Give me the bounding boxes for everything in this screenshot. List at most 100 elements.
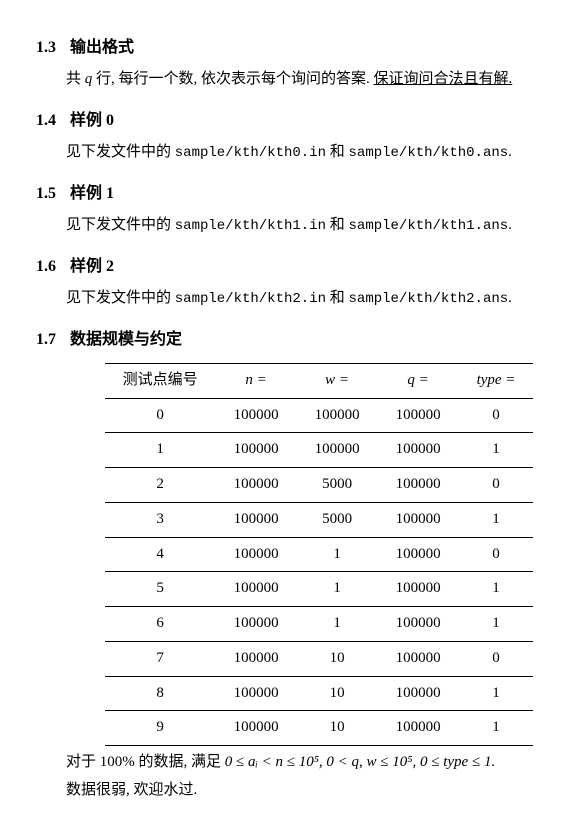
section-1-3-heading: 1.3输出格式 <box>36 36 566 59</box>
table-cell: 1 <box>459 711 534 746</box>
table-cell: 5000 <box>297 468 378 503</box>
table-cell: 0 <box>105 398 216 433</box>
table-cell: 10 <box>297 676 378 711</box>
table-cell: 100000 <box>378 537 459 572</box>
table-cell: 1 <box>459 502 534 537</box>
table-cell: 100000 <box>378 433 459 468</box>
table-cell: 0 <box>459 398 534 433</box>
sample1-in: sample/kth/kth1.in <box>175 218 326 234</box>
section-1-6-heading: 1.6 样例 2 <box>36 255 566 278</box>
sample1-and: 和 <box>326 217 349 233</box>
table-cell: 1 <box>459 607 534 642</box>
table-row: 310000050001000001 <box>105 502 534 537</box>
th-q: q = <box>378 363 459 398</box>
table-cell: 8 <box>105 676 216 711</box>
table-cell: 2 <box>105 468 216 503</box>
table-cell: 100000 <box>216 641 297 676</box>
table-cell: 1 <box>105 433 216 468</box>
sectitle-1-6: 样例 2 <box>70 258 114 275</box>
table-cell: 10 <box>297 711 378 746</box>
table-cell: 100000 <box>216 502 297 537</box>
table-cell: 100000 <box>378 641 459 676</box>
table-cell: 1 <box>459 433 534 468</box>
table-cell: 100000 <box>378 711 459 746</box>
secnum-1-3: 1.3 <box>36 39 56 56</box>
sectitle-1-7: 数据规模与约定 <box>70 331 182 348</box>
table-cell: 100000 <box>216 572 297 607</box>
table-cell: 100000 <box>216 433 297 468</box>
sample0-period: . <box>508 144 512 160</box>
table-cell: 5000 <box>297 502 378 537</box>
table-cell: 100000 <box>378 398 459 433</box>
table-row: 410000011000000 <box>105 537 534 572</box>
sample1-period: . <box>508 217 512 233</box>
table-cell: 100000 <box>216 398 297 433</box>
sample0-ans: sample/kth/kth0.ans <box>349 145 509 161</box>
th-type: type = <box>459 363 534 398</box>
constraints-line1-math: 0 ≤ aᵢ < n ≤ 10⁵, 0 < q, w ≤ 10⁵, 0 ≤ ty… <box>225 754 495 770</box>
sample2-in: sample/kth/kth2.in <box>175 291 326 307</box>
sample1-paragraph: 见下发文件中的 sample/kth/kth1.in 和 sample/kth/… <box>36 215 566 237</box>
th-n: n = <box>216 363 297 398</box>
sample0-in: sample/kth/kth0.in <box>175 145 326 161</box>
table-row: 210000050001000000 <box>105 468 534 503</box>
secnum-1-5: 1.5 <box>36 185 56 202</box>
table-row: 7100000101000000 <box>105 641 534 676</box>
table-cell: 0 <box>459 468 534 503</box>
table-cell: 0 <box>459 641 534 676</box>
table-cell: 100000 <box>216 537 297 572</box>
table-cell: 100000 <box>297 398 378 433</box>
table-cell: 7 <box>105 641 216 676</box>
table-cell: 0 <box>459 537 534 572</box>
table-cell: 1 <box>459 572 534 607</box>
table-cell: 100000 <box>378 607 459 642</box>
table-cell: 5 <box>105 572 216 607</box>
table-cell: 1 <box>297 572 378 607</box>
table-cell: 100000 <box>378 502 459 537</box>
sectitle-1-5: 样例 1 <box>70 185 114 202</box>
output-pre: 共 <box>66 71 85 87</box>
secnum-1-7: 1.7 <box>36 331 56 348</box>
th-w: w = <box>297 363 378 398</box>
table-cell: 100000 <box>216 711 297 746</box>
th-testid: 测试点编号 <box>105 363 216 398</box>
table-cell: 100000 <box>297 433 378 468</box>
sample2-prefix: 见下发文件中的 <box>66 290 175 306</box>
table-cell: 3 <box>105 502 216 537</box>
table-cell: 100000 <box>216 676 297 711</box>
sectitle-1-4: 样例 0 <box>70 112 114 129</box>
section-1-4-heading: 1.4 样例 0 <box>36 109 566 132</box>
output-format-paragraph: 共 q 行, 每行一个数, 依次表示每个询问的答案. 保证询问合法且有解. <box>36 69 566 91</box>
constraints-table: 测试点编号 n = w = q = type = 010000010000010… <box>105 363 534 746</box>
sample0-prefix: 见下发文件中的 <box>66 144 175 160</box>
table-cell: 100000 <box>216 468 297 503</box>
sample0-and: 和 <box>326 144 349 160</box>
table-row: 610000011000001 <box>105 607 534 642</box>
table-cell: 100000 <box>378 572 459 607</box>
table-row: 01000001000001000000 <box>105 398 534 433</box>
table-row: 8100000101000001 <box>105 676 534 711</box>
table-cell: 9 <box>105 711 216 746</box>
sample2-period: . <box>508 290 512 306</box>
output-mid: 行, 每行一个数, 依次表示每个询问的答案. <box>92 71 373 87</box>
sample1-prefix: 见下发文件中的 <box>66 217 175 233</box>
section-1-7-heading: 1.7 数据规模与约定 <box>36 328 566 351</box>
table-row: 9100000101000001 <box>105 711 534 746</box>
sample2-paragraph: 见下发文件中的 sample/kth/kth2.in 和 sample/kth/… <box>36 288 566 310</box>
secnum-1-4: 1.4 <box>36 112 56 129</box>
sample1-ans: sample/kth/kth1.ans <box>349 218 509 234</box>
table-row: 11000001000001000001 <box>105 433 534 468</box>
table-body: 0100000100000100000011000001000001000001… <box>105 398 534 746</box>
table-cell: 4 <box>105 537 216 572</box>
table-cell: 1 <box>459 676 534 711</box>
constraints-line2: 数据很弱, 欢迎水过. <box>36 780 566 802</box>
sample2-and: 和 <box>326 290 349 306</box>
sample2-ans: sample/kth/kth2.ans <box>349 291 509 307</box>
table-cell: 1 <box>297 607 378 642</box>
constraints-line1: 对于 100% 的数据, 满足 0 ≤ aᵢ < n ≤ 10⁵, 0 < q,… <box>36 752 566 774</box>
table-cell: 100000 <box>216 607 297 642</box>
sample0-paragraph: 见下发文件中的 sample/kth/kth0.in 和 sample/kth/… <box>36 142 566 164</box>
secnum-1-6: 1.6 <box>36 258 56 275</box>
table-row: 510000011000001 <box>105 572 534 607</box>
table-cell: 6 <box>105 607 216 642</box>
